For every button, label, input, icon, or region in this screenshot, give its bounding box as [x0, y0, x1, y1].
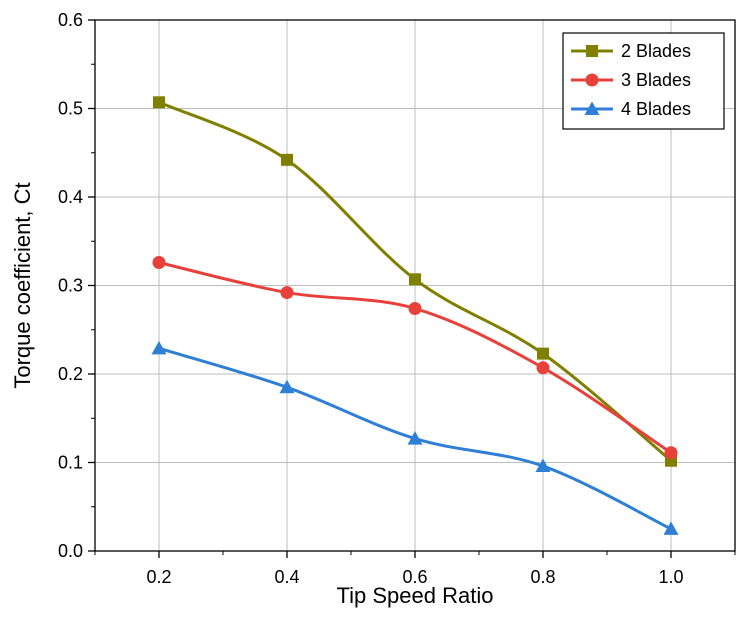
axis-ticks: 0.2 0.4 0.6 0.8 1.0 0.0 0.1 0.2 0.3 0.4 0.5 0.6: [58, 10, 736, 587]
data-point: [664, 446, 678, 460]
data-point: [535, 458, 551, 473]
x-axis-title: Tip Speed Ratio: [337, 583, 494, 608]
y-tick-label: 0.4: [58, 187, 83, 207]
legend-item: 2 Blades: [571, 41, 691, 61]
legend: 2 Blades 3 Blades 4 Blades: [562, 32, 725, 130]
x-tick-label: 0.4: [274, 567, 299, 587]
y-tick-label: 0.1: [58, 453, 83, 473]
data-point: [663, 521, 679, 535]
data-point: [151, 340, 167, 355]
data-point: [279, 379, 295, 394]
legend-marker: [584, 101, 600, 115]
data-point: [407, 431, 423, 445]
y-tick-label: 0.2: [58, 364, 83, 384]
data-point: [408, 302, 422, 316]
data-point: [409, 273, 421, 286]
data-point: [537, 347, 549, 360]
data-point: [281, 153, 293, 166]
series-4-blades: [151, 340, 679, 535]
legend-marker: [586, 45, 598, 57]
y-axis-title: Torque coefficient, Ct: [10, 182, 35, 388]
legend-marker: [585, 73, 599, 87]
x-tick-label: 0.2: [146, 567, 171, 587]
legend-item: 3 Blades: [571, 70, 691, 90]
x-tick-label: 0.8: [530, 567, 555, 587]
y-tick-label: 0.3: [58, 276, 83, 296]
series-3-blades: [152, 255, 678, 460]
legend-label: 3 Blades: [621, 70, 691, 90]
y-tick-label: 0.6: [58, 10, 83, 30]
legend-label: 4 Blades: [621, 99, 691, 119]
data-point: [152, 255, 166, 269]
data-point: [536, 361, 550, 375]
y-tick-label: 0.5: [58, 99, 83, 119]
legend-label: 2 Blades: [621, 41, 691, 61]
data-point: [153, 96, 165, 109]
series-layer: [151, 96, 679, 535]
x-tick-label: 1.0: [658, 567, 683, 587]
y-tick-label: 0.0: [58, 541, 83, 561]
x-tick-label: 0.6: [402, 567, 427, 587]
data-point: [280, 286, 294, 300]
legend-item: 4 Blades: [571, 99, 691, 119]
